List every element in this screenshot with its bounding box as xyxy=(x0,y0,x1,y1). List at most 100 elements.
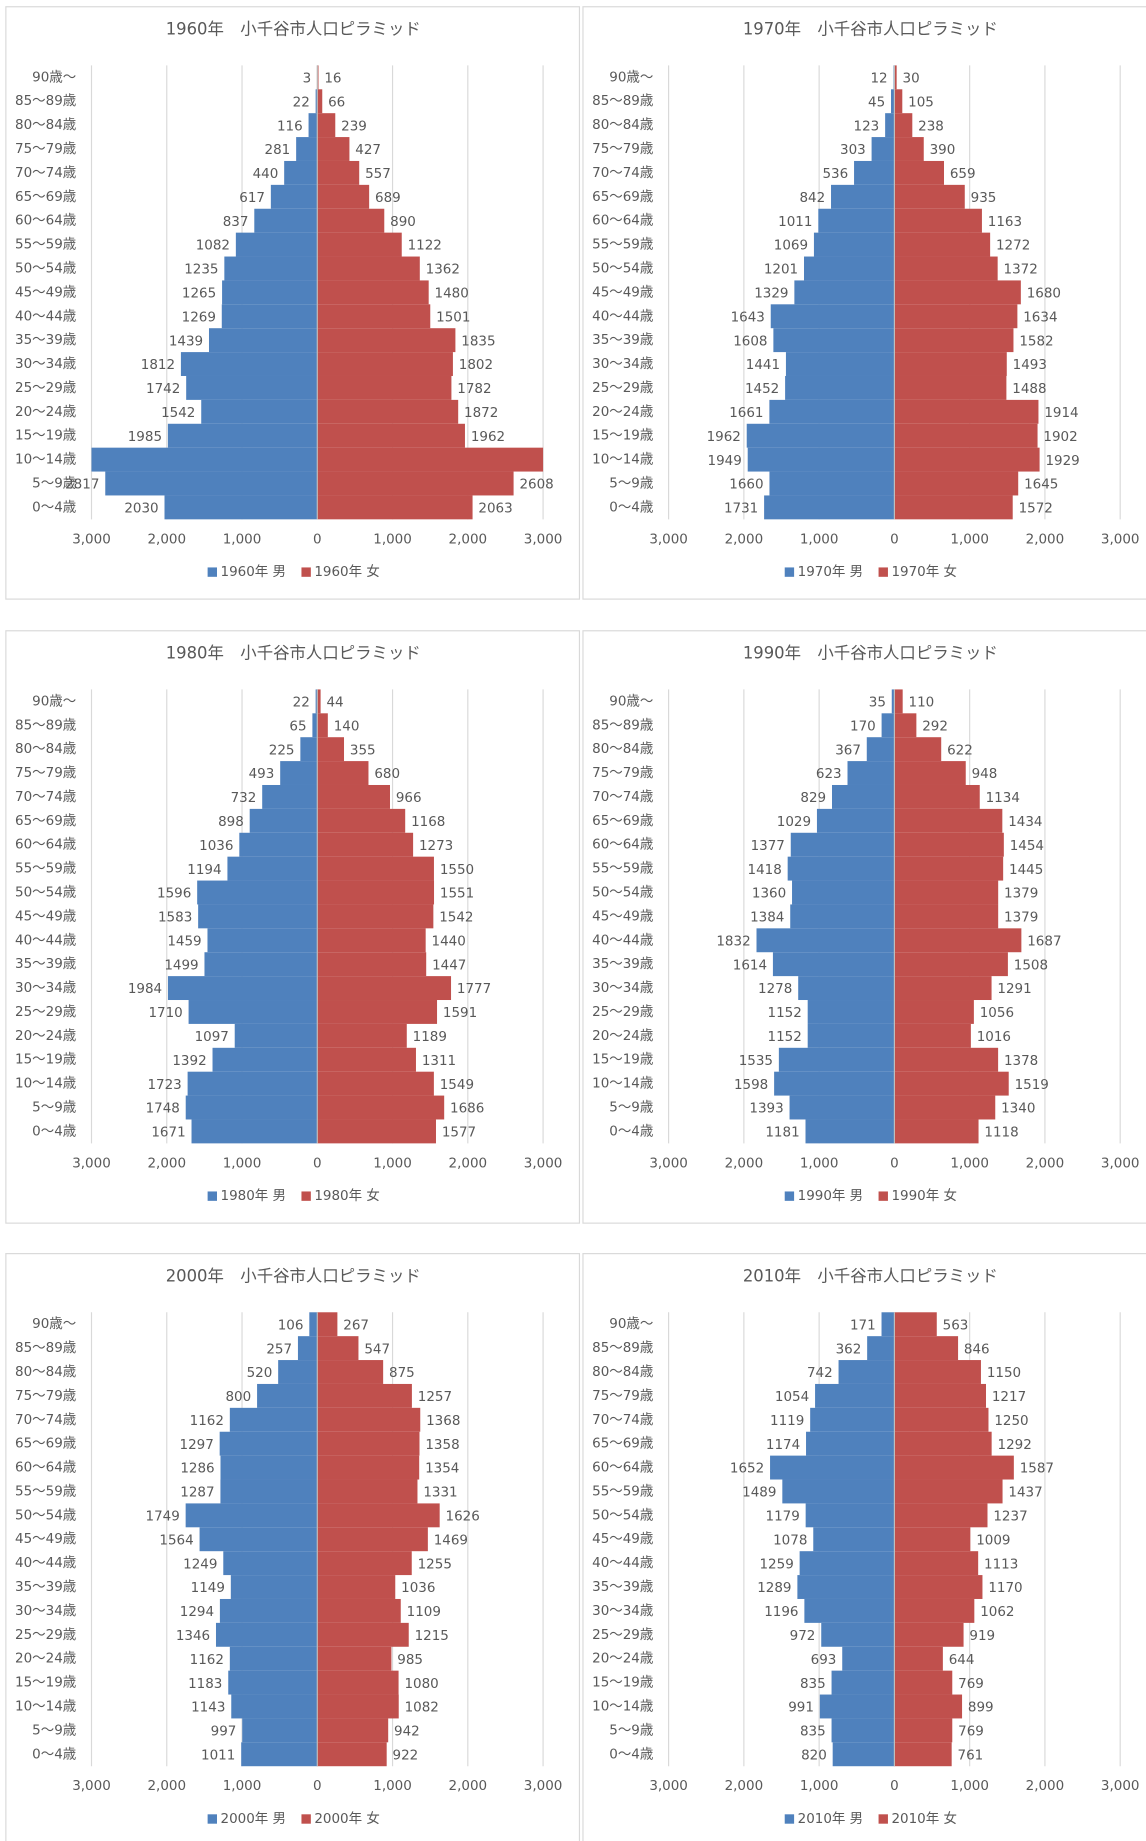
bar xyxy=(894,113,913,138)
bar xyxy=(317,1047,416,1072)
x-tick-label: 2,000 xyxy=(1026,531,1065,547)
value-label: 1577 xyxy=(442,1125,476,1141)
bar xyxy=(894,1071,1009,1096)
value-label: 1499 xyxy=(164,957,198,973)
y-tick-label: 5～9歳 xyxy=(609,1100,653,1116)
value-label: 1608 xyxy=(733,333,767,349)
y-tick-label: 5～9歳 xyxy=(32,1100,76,1116)
y-tick-label: 50～54歳 xyxy=(592,885,653,901)
bar xyxy=(242,1718,318,1743)
value-label: 1731 xyxy=(724,501,758,517)
y-tick-label: 70～74歳 xyxy=(592,165,653,181)
bar xyxy=(317,761,369,785)
value-label: 1249 xyxy=(183,1556,217,1572)
value-label: 1149 xyxy=(191,1580,225,1596)
value-label: 303 xyxy=(840,142,866,158)
y-tick-label: 20～24歳 xyxy=(592,1028,653,1044)
value-label: 1297 xyxy=(180,1437,214,1453)
value-label: 1984 xyxy=(128,981,162,997)
value-label: 1278 xyxy=(758,981,792,997)
bar xyxy=(317,1383,412,1408)
bar xyxy=(894,328,1014,353)
value-label: 837 xyxy=(223,214,249,230)
value-label: 1723 xyxy=(147,1077,181,1093)
y-tick-label: 50～54歳 xyxy=(15,260,76,276)
y-tick-label: 35～39歳 xyxy=(15,1579,76,1595)
value-label: 367 xyxy=(835,742,861,758)
y-tick-label: 25～29歳 xyxy=(15,1627,76,1643)
x-tick-label: 1,000 xyxy=(223,531,262,547)
value-label: 1962 xyxy=(707,429,741,445)
bar xyxy=(770,1455,895,1480)
x-tick-label: 3,000 xyxy=(524,531,563,547)
y-tick-label: 45～49歳 xyxy=(15,1531,76,1547)
value-label: 1201 xyxy=(764,262,798,278)
value-label: 1598 xyxy=(734,1077,768,1093)
bar xyxy=(270,184,318,209)
value-label: 1152 xyxy=(768,1005,802,1021)
bar xyxy=(221,304,318,329)
bar xyxy=(234,1023,318,1048)
chart-panel: 1990年 小千谷市人口ピラミッド 3,000 2,000 1,000 0 1,000 2,… xyxy=(582,630,1146,1224)
y-tick-label: 65～69歳 xyxy=(15,1436,76,1452)
legend-swatch xyxy=(784,1191,795,1201)
value-label: 1354 xyxy=(425,1461,459,1477)
value-label: 644 xyxy=(949,1652,975,1668)
value-label: 835 xyxy=(800,1724,826,1740)
bar xyxy=(317,713,328,738)
value-label: 1250 xyxy=(994,1413,1028,1429)
bar xyxy=(201,399,318,424)
legend-swatch xyxy=(784,1814,795,1824)
y-tick-label: 20～24歳 xyxy=(15,1028,76,1044)
value-label: 1459 xyxy=(167,933,201,949)
value-label: 1170 xyxy=(988,1580,1022,1596)
chart-title: 1980年 小千谷市人口ピラミッド xyxy=(166,644,421,663)
bar xyxy=(894,375,1007,400)
bar xyxy=(894,1646,943,1671)
value-label: 899 xyxy=(968,1700,994,1716)
value-label: 769 xyxy=(958,1676,984,1692)
bar xyxy=(317,1000,438,1024)
bar xyxy=(167,423,318,448)
bar xyxy=(278,1360,318,1384)
x-tick-label: 1,000 xyxy=(373,531,412,547)
value-label: 1835 xyxy=(461,333,495,349)
bar xyxy=(894,904,999,929)
bar xyxy=(215,1622,318,1647)
bar xyxy=(769,399,895,424)
chart-panel: 1960年 小千谷市人口ピラミッド 3,000 2,000 1,000 0 1,000 2,… xyxy=(5,6,581,600)
bar xyxy=(842,1646,895,1671)
bar xyxy=(894,1336,959,1361)
bar xyxy=(831,184,895,209)
y-tick-label: 0～4歳 xyxy=(609,1123,653,1139)
legend-swatch xyxy=(784,567,795,577)
bar xyxy=(230,1575,318,1599)
value-label: 1143 xyxy=(191,1700,225,1716)
value-label: 623 xyxy=(816,766,842,782)
bar xyxy=(894,1431,992,1456)
y-tick-label: 90歳～ xyxy=(32,1316,76,1332)
value-label: 171 xyxy=(850,1317,876,1333)
bar xyxy=(894,1000,974,1024)
value-label: 846 xyxy=(964,1341,990,1357)
bar xyxy=(894,423,1038,448)
y-tick-label: 50～54歳 xyxy=(592,260,653,276)
bar xyxy=(222,280,318,305)
bar xyxy=(317,808,406,833)
y-tick-label: 40～44歳 xyxy=(15,308,76,324)
value-label: 1255 xyxy=(418,1556,452,1572)
value-label: 1011 xyxy=(201,1747,235,1763)
x-tick-label: 0 xyxy=(890,1155,899,1171)
value-label: 1564 xyxy=(159,1532,193,1548)
y-tick-label: 30～34歳 xyxy=(15,980,76,996)
bar xyxy=(894,1742,952,1767)
bar xyxy=(894,761,966,785)
value-label: 1660 xyxy=(729,477,763,493)
bar xyxy=(317,423,465,448)
x-tick-label: 3,000 xyxy=(1101,1155,1140,1171)
bar xyxy=(317,232,402,257)
chart-panel: 2000年 小千谷市人口ピラミッド 3,000 2,000 1,000 0 1,000 2,… xyxy=(5,1253,581,1841)
x-tick-label: 1,000 xyxy=(800,1778,839,1794)
value-label: 536 xyxy=(822,166,848,182)
bar xyxy=(894,1383,986,1408)
